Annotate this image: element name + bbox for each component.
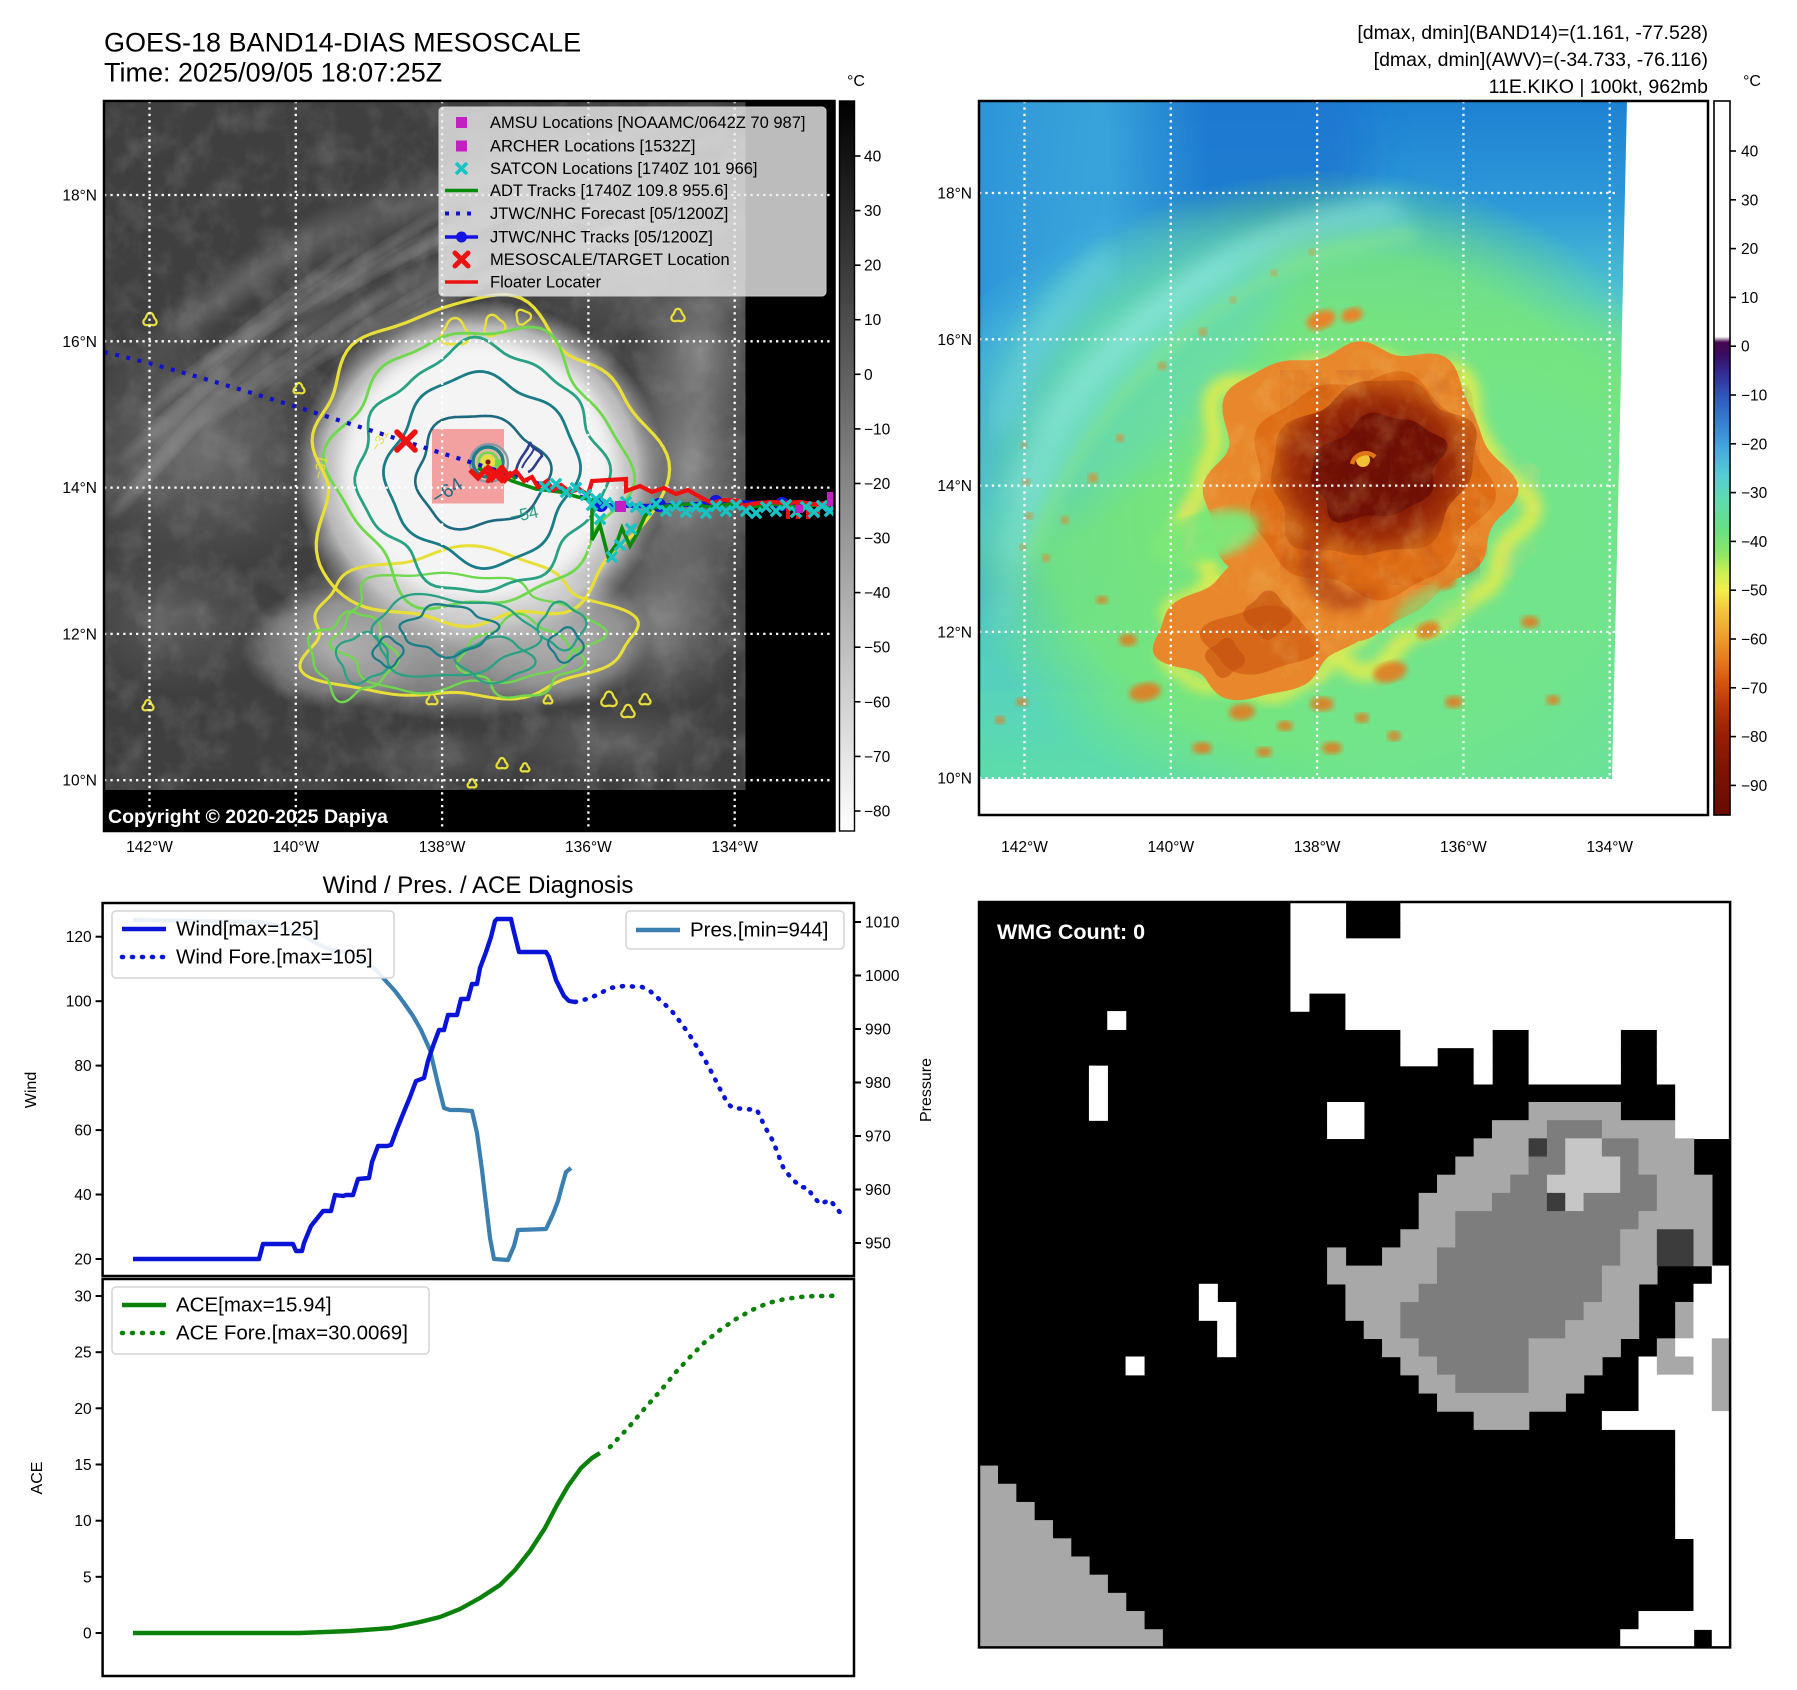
svg-text:0: 0 [83,1626,92,1643]
svg-text:40: 40 [74,1187,92,1204]
svg-text:10: 10 [864,312,882,329]
svg-text:960: 960 [865,1182,891,1199]
svg-text:JTWC/NHC Forecast [05/1200Z]: JTWC/NHC Forecast [05/1200Z] [490,205,728,223]
svg-text:°C: °C [847,73,865,90]
svg-text:134°W: 134°W [1586,839,1633,856]
svg-text:−60: −60 [864,694,891,711]
svg-text:[dmax, dmin](BAND14)=(1.161, -: [dmax, dmin](BAND14)=(1.161, -77.528) [1357,22,1708,44]
svg-text:14°N: 14°N [937,478,972,495]
svg-text:15: 15 [74,1457,91,1474]
svg-text:134°W: 134°W [711,839,758,856]
svg-text:12°N: 12°N [937,624,972,641]
svg-text:1000: 1000 [865,968,900,985]
svg-text:120: 120 [66,929,92,946]
svg-text:−50: −50 [1741,583,1768,600]
svg-text:140°W: 140°W [1147,839,1194,856]
svg-text:140°W: 140°W [272,839,319,856]
svg-text:−20: −20 [1741,436,1768,453]
svg-text:142°W: 142°W [1001,839,1048,856]
svg-text:−40: −40 [1741,534,1768,551]
svg-text:ACE: ACE [29,1462,46,1495]
svg-text:Pres.[min=944]: Pres.[min=944] [690,919,828,942]
svg-text:5: 5 [83,1569,92,1586]
svg-text:ARCHER Locations [1532Z]: ARCHER Locations [1532Z] [490,138,695,156]
svg-text:Wind: Wind [23,1072,40,1108]
svg-text:SATCON Locations [1740Z 101 96: SATCON Locations [1740Z 101 966] [490,160,758,178]
svg-text:30: 30 [74,1289,92,1306]
svg-text:AMSU Locations [NOAAMC/0642Z 7: AMSU Locations [NOAAMC/0642Z 70 987] [490,114,805,132]
svg-text:Pressure: Pressure [918,1058,935,1122]
svg-text:GOES-18 BAND14-DIAS MESOSCALE: GOES-18 BAND14-DIAS MESOSCALE [104,28,581,58]
svg-text:[dmax, dmin](AWV)=(-34.733, -7: [dmax, dmin](AWV)=(-34.733, -76.116) [1374,49,1708,71]
svg-text:Wind Fore.[max=105]: Wind Fore.[max=105] [176,946,373,969]
svg-text:40: 40 [864,149,882,166]
svg-text:1010: 1010 [865,915,900,932]
svg-text:10: 10 [1741,290,1759,307]
svg-text:40: 40 [1741,144,1759,161]
svg-text:−90: −90 [1741,778,1768,795]
svg-text:10°N: 10°N [937,771,972,788]
svg-text:80: 80 [74,1058,92,1075]
svg-text:−80: −80 [864,804,891,821]
svg-text:138°W: 138°W [1294,839,1341,856]
svg-text:ACE Fore.[max=30.0069]: ACE Fore.[max=30.0069] [176,1322,408,1345]
svg-text:−30: −30 [1741,485,1768,502]
svg-text:Wind / Pres. / ACE Diagnosis: Wind / Pres. / ACE Diagnosis [323,872,634,899]
svg-text:Floater Locater: Floater Locater [490,274,601,292]
svg-text:10: 10 [74,1513,92,1530]
svg-text:16°N: 16°N [937,332,972,349]
svg-text:60: 60 [74,1123,92,1140]
svg-text:°C: °C [1743,73,1761,90]
svg-text:136°W: 136°W [1440,839,1487,856]
svg-text:Copyright © 2020-2025 Dapiya: Copyright © 2020-2025 Dapiya [108,806,388,828]
svg-text:980: 980 [865,1075,891,1092]
svg-text:100: 100 [66,994,92,1011]
svg-text:30: 30 [864,203,882,220]
svg-text:−31: −31 [309,453,331,480]
svg-text:11E.KIKO | 100kt, 962mb: 11E.KIKO | 100kt, 962mb [1489,76,1708,98]
svg-text:−20: −20 [864,476,891,493]
svg-text:0: 0 [864,367,873,384]
svg-text:20: 20 [74,1252,92,1269]
svg-text:−10: −10 [1741,388,1768,405]
svg-text:MESOSCALE/TARGET Location: MESOSCALE/TARGET Location [490,251,730,269]
svg-text:−50: −50 [864,640,891,657]
svg-text:−10: −10 [864,421,891,438]
svg-text:Wind[max=125]: Wind[max=125] [176,918,319,941]
svg-text:−40: −40 [864,585,891,602]
svg-text:Time: 2025/09/05 18:07:25Z: Time: 2025/09/05 18:07:25Z [104,58,442,88]
svg-text:0: 0 [1741,339,1750,356]
svg-text:10°N: 10°N [62,773,97,790]
svg-text:18°N: 18°N [62,188,97,205]
svg-text:20: 20 [1741,241,1759,258]
svg-text:ADT Tracks [1740Z 109.8 955.6]: ADT Tracks [1740Z 109.8 955.6] [490,182,728,200]
svg-text:18°N: 18°N [937,186,972,203]
svg-text:950: 950 [865,1236,891,1253]
svg-text:WMG Count: 0: WMG Count: 0 [997,920,1145,944]
svg-text:30: 30 [1741,192,1759,209]
svg-text:970: 970 [865,1129,891,1146]
svg-text:20: 20 [74,1401,92,1418]
svg-text:16°N: 16°N [62,334,97,351]
svg-text:−70: −70 [1741,680,1768,697]
svg-text:−70: −70 [864,749,891,766]
svg-text:990: 990 [865,1022,891,1039]
svg-text:−60: −60 [1741,632,1768,649]
svg-text:20: 20 [864,258,882,275]
svg-text:136°W: 136°W [565,839,612,856]
svg-text:JTWC/NHC Tracks [05/1200Z]: JTWC/NHC Tracks [05/1200Z] [490,229,713,247]
svg-text:138°W: 138°W [419,839,466,856]
svg-text:25: 25 [74,1345,91,1362]
svg-text:ACE[max=15.94]: ACE[max=15.94] [176,1294,332,1317]
svg-text:14°N: 14°N [62,480,97,497]
svg-text:−80: −80 [1741,729,1768,746]
svg-text:−30: −30 [864,531,891,548]
svg-text:12°N: 12°N [62,626,97,643]
svg-text:142°W: 142°W [126,839,173,856]
